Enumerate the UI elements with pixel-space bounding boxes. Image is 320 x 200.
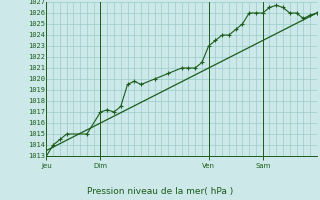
Text: Pression niveau de la mer( hPa ): Pression niveau de la mer( hPa ) (87, 187, 233, 196)
